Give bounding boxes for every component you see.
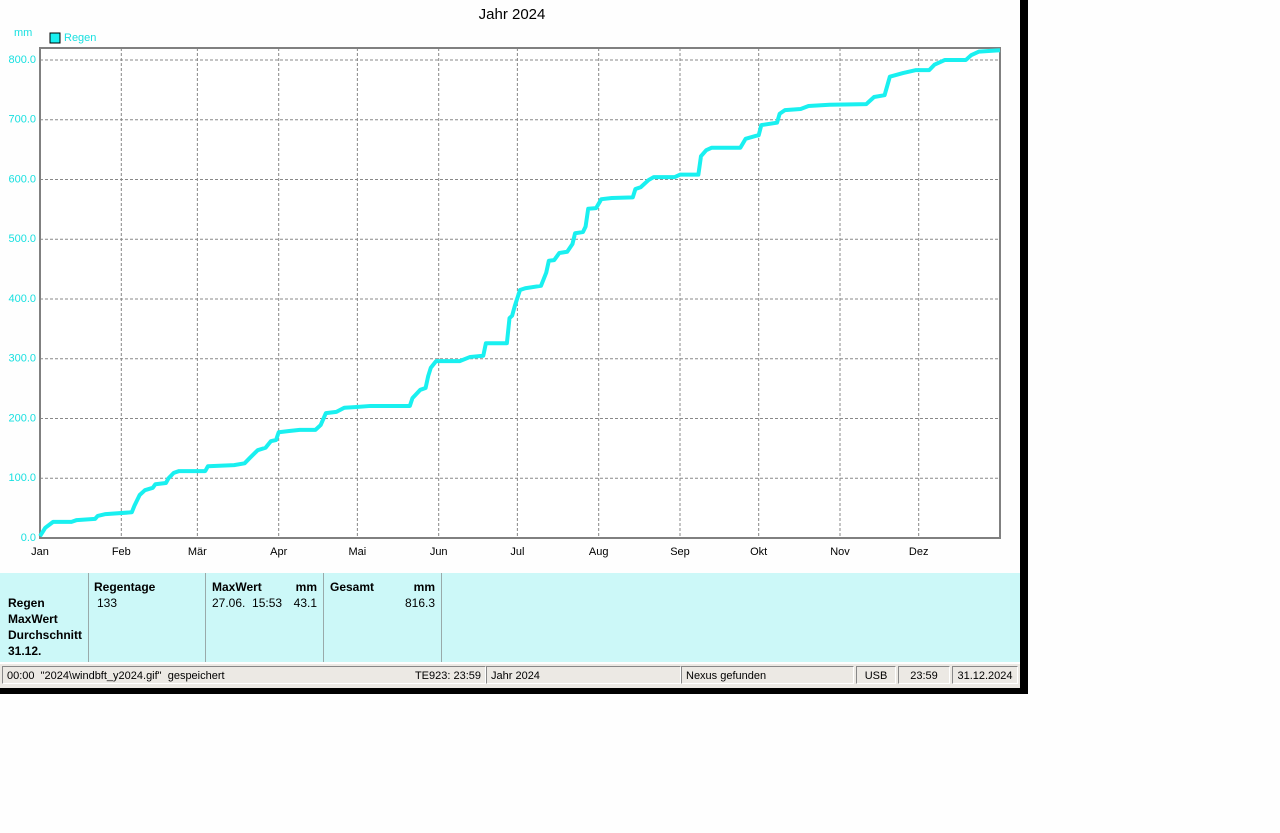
status-period: Jahr 2024 [486, 666, 681, 684]
column-unit: mm [295, 580, 317, 594]
x-tick-label: Aug [589, 546, 609, 558]
x-tick-label: Mär [188, 546, 207, 558]
row-label: Durchschnitt [8, 628, 83, 642]
gesamt-column: Gesamt mm 816.3 [324, 573, 442, 662]
maxwert-column: MaxWert mm 27.06. 15:53 43.1 [206, 573, 324, 662]
station: TE923: 23:59 [414, 670, 481, 682]
x-tick-label: Nov [830, 546, 850, 558]
y-tick-label: 600.0 [8, 173, 36, 185]
message: 00:00 "2024\windbft_y2024.gif" gespeiche… [7, 670, 225, 682]
x-tick-label: Mai [349, 546, 367, 558]
cell: 816.3 [404, 596, 435, 610]
y-tick-label: 700.0 [8, 114, 36, 126]
cell: 133 [97, 596, 118, 610]
rain-line [38, 48, 1001, 538]
chart-title: Jahr 2024 [479, 6, 546, 23]
cell: 27.06. 15:53 [212, 596, 283, 610]
status-interface: USB [856, 666, 896, 684]
column-header: Regentage [94, 580, 156, 594]
y-tick-label: 800.0 [8, 54, 36, 66]
row-label: 31.12. [8, 644, 42, 658]
x-tick-label: Apr [270, 546, 287, 558]
column-unit: mm [413, 580, 435, 594]
status-bar: 00:00 "2024\windbft_y2024.gif" gespeiche… [0, 664, 1020, 688]
y-unit: mm [14, 27, 32, 39]
row-labels: Regen MaxWert Durchschnitt 31.12. [0, 573, 89, 662]
column-header: MaxWert [212, 580, 262, 594]
x-tick-label: Dez [909, 546, 929, 558]
y-tick-label: 300.0 [8, 353, 36, 365]
x-tick-label: Jul [510, 546, 524, 558]
y-tick-label: 500.0 [8, 233, 36, 245]
summary-panel: Regen MaxWert Durchschnitt 31.12. Regent… [0, 573, 1020, 662]
plot-frame [39, 47, 1001, 539]
x-tick-label: Jun [430, 546, 448, 558]
regentage-column: Regentage 133 [89, 573, 206, 662]
status-message: 00:00 "2024\windbft_y2024.gif" gespeiche… [2, 666, 486, 684]
chart: Jahr 2024 mm 0.0 100.0 200.0 300.0 400.0 500.… [8, 6, 1001, 558]
app-window: Jahr 2024 mm 0.0 100.0 200.0 300.0 400.0 500.… [0, 0, 1028, 694]
y-tick-label: 200.0 [8, 412, 36, 424]
status-date: 31.12.2024 [952, 666, 1018, 684]
legend-label: Regen [64, 32, 96, 44]
y-tick-label: 100.0 [8, 472, 36, 484]
status-time: 23:59 [898, 666, 950, 684]
status-connection: Nexus gefunden [681, 666, 854, 684]
cell: 43.1 [293, 596, 317, 610]
x-tick-label: Sep [670, 546, 690, 558]
y-tick-label: 0.0 [21, 532, 36, 544]
row-label: MaxWert [8, 612, 58, 626]
row-label: Regen [8, 596, 45, 610]
x-tick-label: Okt [750, 546, 767, 558]
legend-swatch [49, 32, 61, 44]
x-tick-label: Feb [112, 546, 131, 558]
column-header: Gesamt [330, 580, 375, 594]
y-tick-label: 400.0 [8, 293, 36, 305]
x-tick-label: Jan [31, 546, 49, 558]
